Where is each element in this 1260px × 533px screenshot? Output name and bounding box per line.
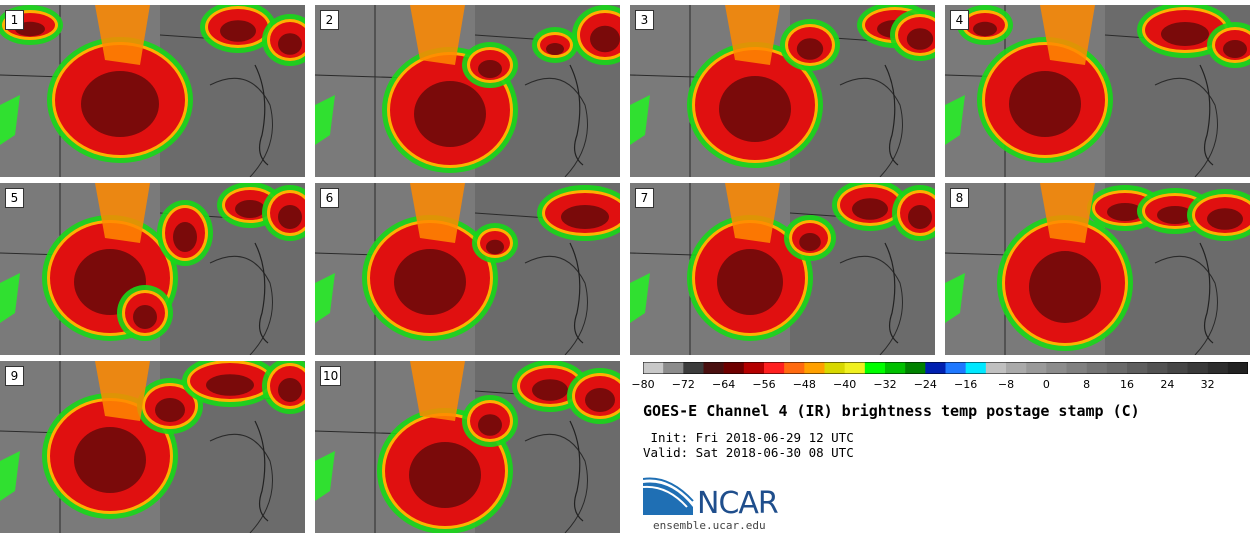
- colorbar-swatch: [683, 362, 704, 374]
- ncar-logo-icon: [643, 477, 694, 515]
- ensemble-panel-9: 9: [0, 361, 305, 533]
- colorbar-tick: −16: [954, 378, 978, 391]
- colorbar-tick: 0: [1042, 378, 1050, 391]
- colorbar-swatch: [743, 362, 765, 374]
- colorbar-swatch: [1227, 362, 1248, 374]
- panel-number: 9: [5, 366, 24, 386]
- colorbar-tick: 32: [1200, 378, 1215, 391]
- panel-number: 5: [5, 188, 24, 208]
- colorbar-swatch: [945, 362, 966, 374]
- panel-number: 3: [635, 10, 654, 30]
- colorbar-swatch: [1187, 362, 1208, 374]
- colorbar-tick: 24: [1160, 378, 1175, 391]
- colorbar-swatch: [764, 362, 785, 374]
- colorbar-swatch: [1046, 362, 1067, 374]
- panel-number: 8: [950, 188, 969, 208]
- colorbar-swatch: [663, 362, 684, 374]
- valid-time: Valid: Sat 2018-06-30 08 UTC: [643, 445, 854, 460]
- ensemble-panel-10: 10: [315, 361, 620, 533]
- colorbar-swatch: [1147, 362, 1168, 374]
- colorbar-tick: −24: [913, 378, 937, 391]
- ensemble-panel-1: 1: [0, 5, 305, 177]
- colorbar-tick: −64: [712, 378, 736, 391]
- logo-url: ensemble.ucar.edu: [653, 519, 766, 532]
- colorbar-tick-labels: −80 −72 −64 −56 −48 −40 −32 −24 −16 −8 0 8 16 24 32: [631, 378, 1253, 394]
- panel-number: 6: [320, 188, 339, 208]
- colorbar-tick: 8: [1083, 378, 1091, 391]
- colorbar-tick: 16: [1120, 378, 1134, 391]
- colorbar-swatch: [985, 362, 1007, 374]
- ensemble-panel-5: 5: [0, 183, 305, 355]
- colorbar-swatch: [703, 362, 724, 374]
- colorbar-swatch: [723, 362, 745, 374]
- colorbar-tick: −8: [997, 378, 1015, 391]
- colorbar-swatch: [925, 362, 946, 374]
- ensemble-panel-8: 8: [945, 183, 1250, 355]
- colorbar-swatch: [1167, 362, 1188, 374]
- colorbar-swatch: [885, 362, 906, 374]
- colorbar-tick: −48: [792, 378, 816, 391]
- colorbar-swatch: [784, 362, 805, 374]
- colorbar-swatch: [1026, 362, 1047, 374]
- colorbar-swatch: [824, 362, 845, 374]
- figure-title: GOES-E Channel 4 (IR) brightness temp po…: [643, 402, 1140, 420]
- colorbar-swatch: [1066, 362, 1087, 374]
- colorbar-swatch: [1006, 362, 1027, 374]
- panel-number: 4: [950, 10, 969, 30]
- colorbar-tick: −72: [671, 378, 695, 391]
- colorbar-tick: −56: [752, 378, 776, 391]
- ensemble-panel-7: 7: [630, 183, 935, 355]
- colorbar-swatch: [905, 362, 926, 374]
- init-time: Init: Fri 2018-06-29 12 UTC: [643, 430, 854, 445]
- ensemble-panel-2: 2: [315, 5, 620, 177]
- panel-number: 1: [5, 10, 24, 30]
- colorbar-swatch: [1207, 362, 1229, 374]
- colorbar-tick: −32: [873, 378, 897, 391]
- colorbar-swatch: [864, 362, 886, 374]
- ensemble-panel-3: 3: [630, 5, 935, 177]
- ensemble-panel-6: 6: [315, 183, 620, 355]
- panel-number: 2: [320, 10, 339, 30]
- colorbar-swatch: [1086, 362, 1108, 374]
- panel-number: 7: [635, 188, 654, 208]
- colorbar-tick: −80: [631, 378, 655, 391]
- colorbar-swatch: [1106, 362, 1128, 374]
- colorbar-swatch: [643, 362, 664, 374]
- colorbar-swatch: [1127, 362, 1148, 374]
- panel-number: 10: [320, 366, 342, 386]
- colorbar: [643, 362, 1248, 374]
- colorbar-swatch: [804, 362, 825, 374]
- colorbar-tick: −40: [833, 378, 857, 391]
- colorbar-swatch: [844, 362, 866, 374]
- colorbar-swatch: [965, 362, 987, 374]
- ensemble-panel-4: 4: [945, 5, 1250, 177]
- ncar-logo-text: NCAR: [697, 486, 779, 521]
